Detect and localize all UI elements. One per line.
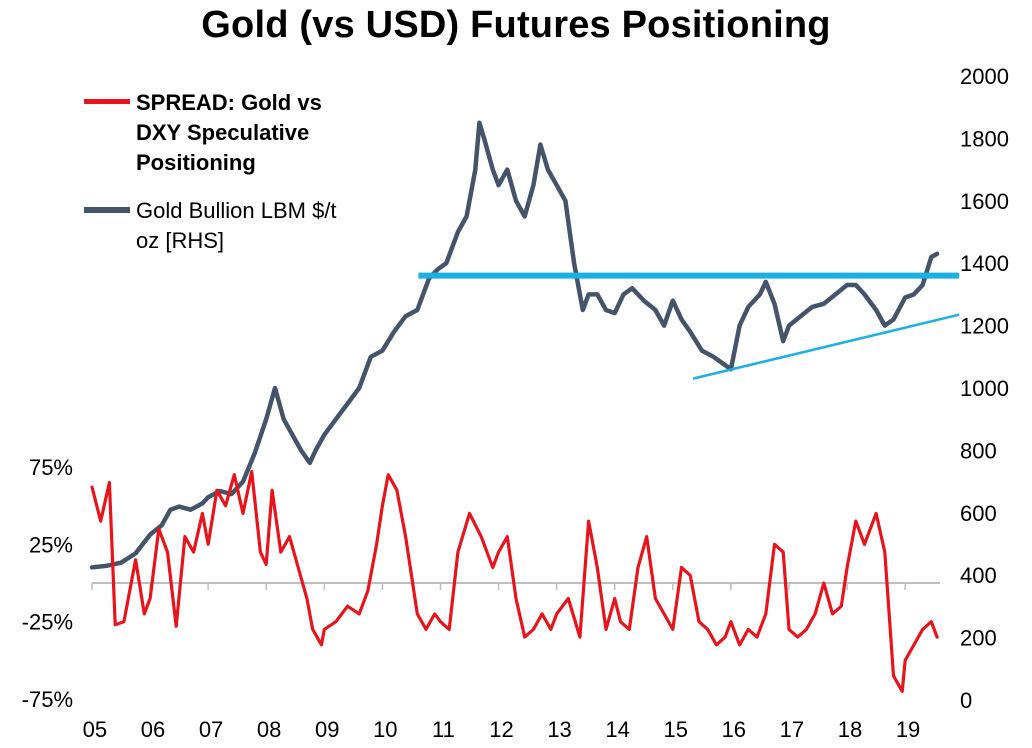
left-axis-ticks: 75% 25% -25% -75% — [22, 455, 73, 712]
x-tick-label: 06 — [141, 717, 165, 742]
support-trend-line — [692, 313, 960, 380]
x-tick-label: 17 — [780, 717, 804, 742]
legend-swatch-gold — [84, 207, 130, 213]
x-tick-label: 19 — [896, 717, 920, 742]
left-tick-label: 25% — [29, 532, 73, 557]
right-tick-label: 0 — [960, 688, 972, 713]
right-tick-label: 1400 — [960, 251, 1009, 276]
x-tick-label: 11 — [432, 717, 455, 742]
right-tick-label: 1800 — [960, 126, 1009, 151]
left-tick-label: 75% — [29, 455, 73, 480]
legend: SPREAD: Gold vs DXY Speculative Position… — [84, 88, 366, 256]
x-tick-label: 14 — [605, 717, 629, 742]
right-tick-label: 800 — [960, 438, 997, 463]
right-tick-label: 600 — [960, 501, 997, 526]
spread-line — [90, 470, 939, 693]
right-axis-ticks: 0 200 400 600 800 1000 1200 1400 1600 1800 2000 — [960, 64, 1009, 713]
right-tick-label: 1600 — [960, 189, 1009, 214]
legend-item-spread: SPREAD: Gold vs DXY Speculative Position… — [84, 88, 366, 184]
gold-price-line — [89, 120, 940, 570]
x-tick-label: 16 — [722, 717, 746, 742]
left-tick-label: -25% — [22, 610, 73, 635]
legend-label-spread: SPREAD: Gold vs DXY Speculative Position… — [136, 90, 322, 175]
x-tick-label: 15 — [663, 717, 687, 742]
x-tick-label: 07 — [199, 717, 223, 742]
x-tick-label: 05 — [83, 717, 107, 742]
x-tick-label: 13 — [547, 717, 571, 742]
right-tick-label: 1200 — [960, 314, 1009, 339]
right-tick-label: 1000 — [960, 376, 1009, 401]
right-tick-label: 400 — [960, 563, 997, 588]
x-tick-label: 09 — [315, 717, 339, 742]
x-tick-label: 08 — [257, 717, 281, 742]
legend-swatch-spread — [84, 99, 130, 104]
legend-item-gold: Gold Bullion LBM $/t oz [RHS] — [84, 196, 366, 256]
x-tick-label: 12 — [489, 717, 513, 742]
x-tick-label: 10 — [373, 717, 397, 742]
series-layer — [89, 120, 940, 693]
x-tick-label: 18 — [838, 717, 862, 742]
annotation-layer — [418, 272, 960, 380]
x-axis-ticks: 05 06 07 08 09 10 11 12 13 14 15 16 17 18 19 — [83, 583, 920, 742]
right-tick-label: 200 — [960, 626, 997, 651]
chart-title: Gold (vs USD) Futures Positioning — [201, 4, 831, 46]
right-tick-label: 2000 — [960, 64, 1009, 89]
legend-label-gold: Gold Bullion LBM $/t oz [RHS] — [136, 198, 337, 253]
left-tick-label: -75% — [22, 687, 73, 712]
